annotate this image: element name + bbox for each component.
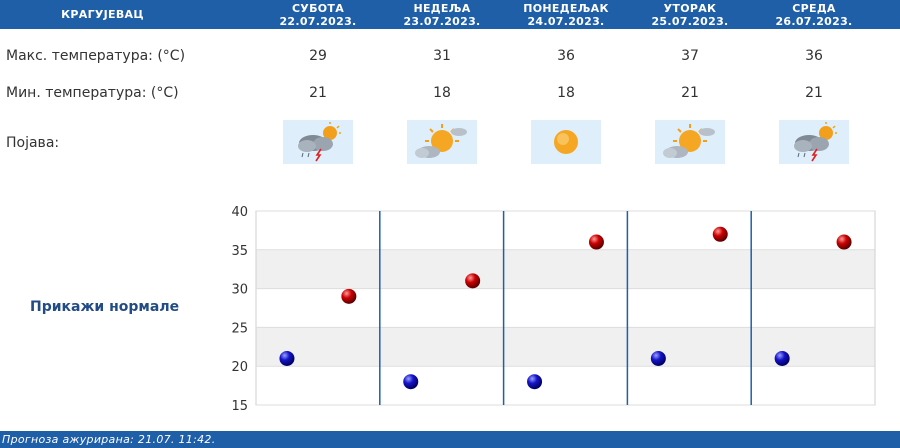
sun-icon (531, 120, 601, 164)
day-date: 23.07.2023. (403, 15, 481, 28)
y-tick-label: 25 (231, 321, 248, 336)
day-name: ПОНЕДЕЉАК (523, 2, 609, 15)
day-date: 25.07.2023. (651, 15, 729, 28)
min-temp-label: Мин. температура: (°C) (6, 85, 179, 101)
min-temp-value: 18 (557, 85, 575, 101)
y-tick-label: 40 (231, 205, 248, 220)
max-temp-value: 31 (433, 48, 451, 64)
update-footer: Прогноза ажурирана: 21.07. 11:42. (0, 431, 900, 448)
y-tick-label: 35 (231, 244, 248, 259)
grid-band (256, 249, 875, 289)
update-timestamp: Прогноза ажурирана: 21.07. 11:42. (2, 433, 216, 446)
max-temp-value: 36 (805, 48, 823, 64)
day-header-1: СУБОТА 22.07.2023. (258, 0, 378, 28)
max-temp-marker (588, 234, 604, 250)
max-temp-marker (836, 234, 852, 250)
plot-border (255, 210, 876, 406)
min-temp-value: 21 (805, 85, 823, 101)
phenomenon-label: Појава: (6, 135, 60, 151)
thunderstorm-cloud-sun-icon (283, 120, 353, 164)
max-temp-value: 36 (557, 48, 575, 64)
max-temp-value: 29 (309, 48, 327, 64)
day-header-3: ПОНЕДЕЉАК 24.07.2023. (506, 0, 626, 28)
max-temp-marker (465, 273, 481, 289)
temperature-chart: 15 20 25 30 35 40 (231, 205, 876, 414)
day-header-2: НЕДЕЉА 23.07.2023. (382, 0, 502, 28)
day-date: 24.07.2023. (527, 15, 605, 28)
day-header-5: СРЕДА 26.07.2023. (754, 0, 874, 28)
show-normals-link[interactable]: Прикажи нормале (30, 299, 180, 315)
min-temp-marker (279, 350, 295, 366)
min-temp-value: 21 (681, 85, 699, 101)
grid-band (256, 327, 875, 367)
day-date: 22.07.2023. (279, 15, 357, 28)
y-tick-label: 30 (231, 283, 248, 298)
day-date: 26.07.2023. (775, 15, 853, 28)
day-name: НЕДЕЉА (413, 2, 471, 15)
min-temp-marker (403, 374, 419, 390)
min-temp-value: 21 (309, 85, 327, 101)
min-temp-marker (527, 374, 543, 390)
min-temp-marker (774, 350, 790, 366)
sun-behind-cloud-icon (407, 120, 477, 164)
max-temp-marker (341, 288, 357, 304)
max-temp-value: 37 (681, 48, 699, 64)
y-tick-label: 15 (231, 399, 248, 414)
min-temp-value: 18 (433, 85, 451, 101)
sun-behind-cloud-icon (655, 120, 725, 164)
day-header-4: УТОРАК 25.07.2023. (630, 0, 750, 28)
thunderstorm-cloud-sun-icon (779, 120, 849, 164)
forecast-header: КРАГУЈЕВАЦ СУБОТА 22.07.2023. НЕДЕЉА 23.… (0, 0, 900, 29)
max-temp-label: Макс. температура: (°C) (6, 48, 186, 64)
y-tick-label: 20 (231, 360, 248, 375)
day-name: СУБОТА (291, 2, 345, 15)
min-temp-marker (650, 350, 666, 366)
day-name: СРЕДА (792, 2, 836, 15)
city-name: КРАГУЈЕВАЦ (61, 8, 144, 21)
day-name: УТОРАК (663, 2, 717, 15)
max-temp-marker (712, 226, 728, 242)
